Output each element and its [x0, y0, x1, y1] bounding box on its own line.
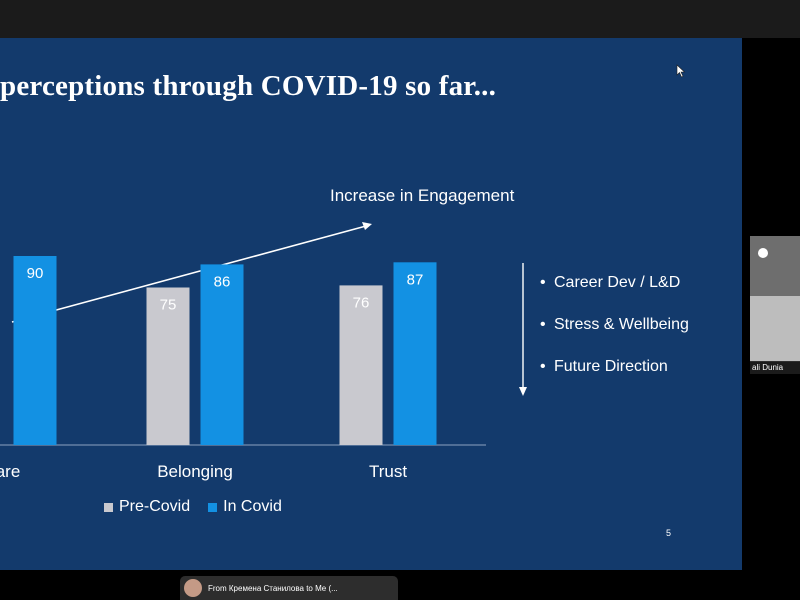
trend-annotation: Increase in Engagement: [330, 186, 515, 205]
chat-notification[interactable]: From Кремена Станилова to Me (...: [180, 576, 398, 600]
bar-pre-covid-2: [339, 285, 383, 445]
bar-in-covid-0: [13, 256, 57, 445]
category-label: Trust: [369, 462, 407, 481]
category-label: are: [0, 462, 20, 481]
bullet-text: Stress & Wellbeing: [554, 316, 689, 333]
bar-value-label: 76: [353, 294, 370, 311]
bar-in-covid-2: [393, 262, 437, 445]
legend-swatch-pre-covid: [104, 502, 113, 512]
bullet-text: Future Direction: [554, 358, 668, 375]
ceiling-light: [758, 248, 768, 258]
participant-video-tile[interactable]: ali Dunia: [750, 236, 800, 374]
avatar: [184, 579, 202, 597]
slide-title: perceptions through COVID-19 so far...: [0, 70, 497, 102]
legend-label-pre-covid: Pre-Covid: [119, 498, 191, 515]
category-label: Belonging: [157, 462, 233, 481]
trend-arrow-line: [11, 225, 367, 323]
participant-name: ali Dunia: [750, 361, 800, 374]
bar-value-label: 90: [27, 265, 44, 282]
bullet-item: • Future Direction: [540, 358, 668, 375]
chart-legend: Pre-Covid In Covid: [104, 498, 282, 516]
bullet-item: • Career Dev / L&D: [540, 274, 681, 291]
bullet-item: • Stress & Wellbeing: [540, 316, 689, 333]
slide-page-number: 5: [666, 528, 672, 538]
shared-slide: perceptions through COVID-19 so far... I…: [0, 38, 742, 570]
top-bar: [0, 0, 800, 38]
bullet-list: • Career Dev / L&D • Stress & Wellbeing • F…: [540, 274, 689, 400]
legend-swatch-in-covid: [208, 502, 218, 512]
cursor-icon: [676, 64, 686, 78]
legend-label-in-covid: In Covid: [223, 498, 282, 515]
trend-arrow-head: [362, 222, 372, 230]
bar-pre-covid-1: [146, 287, 190, 445]
video-background: [750, 296, 800, 362]
legend-item-in-covid: In Covid: [208, 498, 282, 516]
legend-item-pre-covid: Pre-Covid: [104, 498, 190, 516]
bar-value-label: 86: [214, 273, 231, 290]
bar-value-label: 87: [407, 271, 424, 288]
chat-preview-text: From Кремена Станилова to Me (...: [208, 583, 338, 593]
bar-in-covid-1: [200, 264, 244, 445]
bullet-text: Career Dev / L&D: [554, 274, 681, 291]
bar-value-label: 75: [160, 297, 177, 314]
down-arrow-icon: [519, 263, 527, 396]
bar-chart: Increase in Engagement 90 are 75 86 Belongin…: [0, 186, 515, 481]
